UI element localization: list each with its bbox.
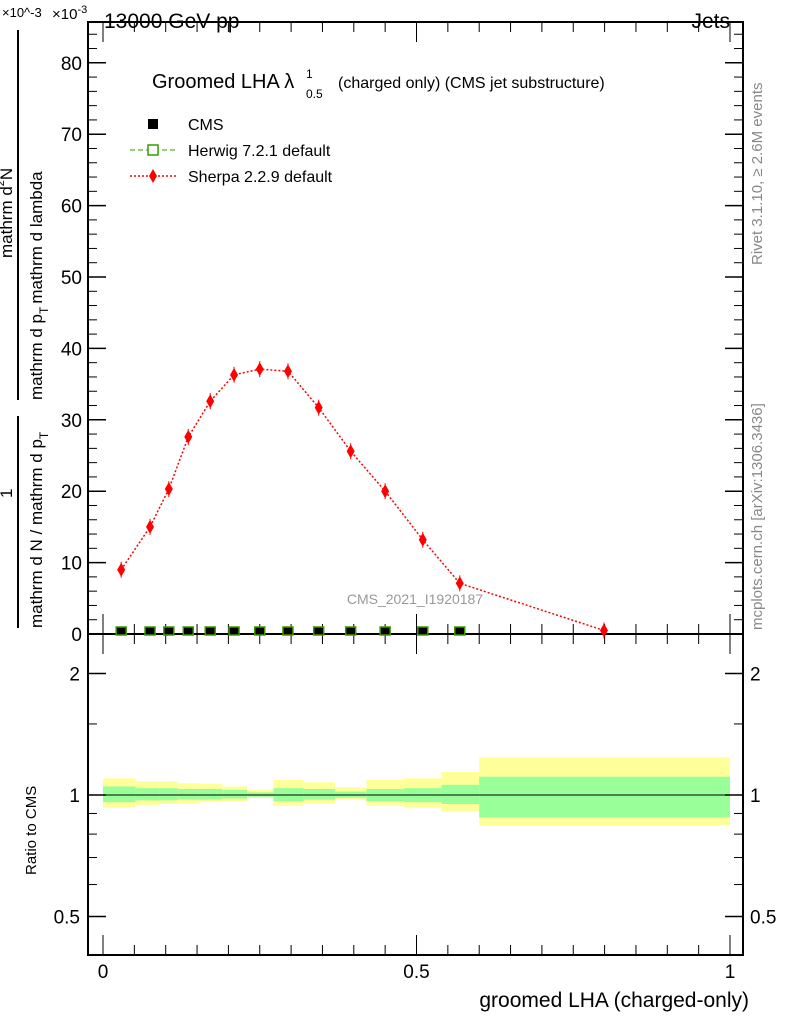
cms-herwig-point: [228, 626, 240, 636]
legend-sherpa-label: Sherpa 2.2.9 default: [188, 169, 333, 186]
plot-title-sub: 0.5: [306, 87, 323, 101]
legend: CMS Herwig 7.2.1 default Sherpa 2.2.9 de…: [130, 117, 333, 186]
ratio-band-inner: [441, 784, 480, 804]
x-tick-label: 1: [725, 962, 736, 983]
ratio-band-inner: [303, 788, 335, 800]
sherpa-point: [117, 562, 126, 577]
exp-power: -3: [77, 4, 87, 16]
y-tick-label: 0: [71, 625, 82, 646]
ratio-bands: [103, 757, 730, 826]
ratio-y-tick-label: 0.5: [54, 908, 80, 929]
ratio-y-tick-label: 1: [750, 786, 761, 807]
ratio-band-inner: [178, 788, 199, 800]
sherpa-point: [346, 444, 355, 459]
cms-herwig-point: [417, 626, 429, 636]
legend-cms-label: CMS: [188, 117, 224, 134]
sherpa-point: [164, 482, 173, 497]
exp-base: ×10: [52, 6, 77, 23]
y-tick-label: 60: [61, 197, 82, 218]
sherpa-point: [599, 623, 608, 638]
cms-herwig-point: [379, 626, 391, 636]
sherpa-point: [230, 367, 239, 382]
ylabel-den-right: mathrm d pTmathrm d lambda: [27, 171, 51, 400]
ylabel-den-left: mathrm d N / mathrm d pT: [27, 431, 51, 628]
cms-herwig-point: [282, 626, 294, 636]
ratio-band-inner: [135, 788, 160, 801]
legend-sherpa-marker: [149, 169, 157, 183]
sherpa-point: [255, 362, 264, 377]
cms-herwig-point: [115, 626, 127, 636]
sherpa-point: [418, 532, 427, 547]
plot-title-main: Groomed LHA λ: [152, 71, 294, 93]
y-tick-label: 20: [61, 482, 82, 503]
y-tick-label: 80: [61, 54, 82, 75]
ylabel-num-left: 1: [0, 489, 16, 498]
cms-herwig-point: [204, 626, 216, 636]
cms-herwig-point: [144, 626, 156, 636]
y-tick-label: 10: [61, 554, 82, 575]
y-tick-label: 40: [61, 339, 82, 360]
ratio-y-tick-label: 2: [69, 665, 80, 686]
x-tick-label: 0: [98, 962, 109, 983]
x-tick-label: 0.5: [403, 962, 429, 983]
ratio-band-inner: [159, 788, 179, 801]
ratio-band-inner: [103, 786, 136, 803]
cms-herwig-point: [182, 626, 195, 636]
ratio-y-tick-label: 1: [69, 786, 80, 807]
watermark: CMS_2021_I1920187: [347, 591, 483, 607]
y-axis-label: mathrm d N / mathrm d pT 1 mathrm d pTma…: [0, 30, 51, 628]
ratio-y-tick-label: 2: [750, 665, 761, 686]
data-marks: [115, 361, 608, 639]
cms-herwig-point: [254, 626, 266, 636]
y-scale-label: ×10^-3: [2, 5, 42, 20]
ratio-y-tick-label: 0.5: [750, 908, 776, 929]
sherpa-point: [314, 400, 323, 415]
cms-herwig-point: [344, 626, 357, 636]
sherpa-point: [146, 519, 155, 534]
plot-title-rest: (charged only) (CMS jet substructure): [338, 75, 605, 92]
legend-cms-marker: [148, 119, 158, 129]
ratio-band-inner: [479, 776, 730, 818]
mcplots-label: mcplots.cern.ch [arXiv:1306.3436]: [749, 403, 766, 630]
main-plot-frame: [87, 21, 744, 635]
cms-herwig-point: [163, 626, 175, 636]
legend-herwig-label: Herwig 7.2.1 default: [188, 143, 331, 160]
sherpa-point: [184, 429, 193, 444]
y-exponent-label: ×10-3: [52, 4, 87, 23]
y-tick-label: 50: [61, 268, 82, 289]
rivet-label: Rivet 3.1.10, ≥ 2.6M events: [749, 83, 766, 266]
sherpa-point: [381, 484, 390, 499]
axis-ticks: 0 10 20 30 40 50 60 70 80 0 0.5 1 0.5 0.5 1 1 2 2: [54, 22, 776, 983]
cms-herwig-point: [312, 626, 325, 636]
sherpa-point: [206, 394, 215, 409]
plot-title-sup: 1: [306, 67, 313, 81]
cms-herwig-point: [454, 626, 466, 636]
legend-herwig-marker: [147, 144, 159, 156]
x-axis-label: groomed LHA (charged-only): [479, 989, 749, 1012]
ratio-band-inner: [222, 789, 248, 799]
ratio-y-label: Ratio to CMS: [23, 786, 40, 875]
ratio-band-inner: [198, 788, 223, 800]
sherpa-point: [283, 364, 292, 379]
sherpa-point: [455, 576, 464, 591]
y-tick-label: 70: [61, 125, 82, 146]
ylabel-num-right: mathrm d2N: [0, 168, 16, 258]
y-tick-label: 30: [61, 411, 82, 432]
